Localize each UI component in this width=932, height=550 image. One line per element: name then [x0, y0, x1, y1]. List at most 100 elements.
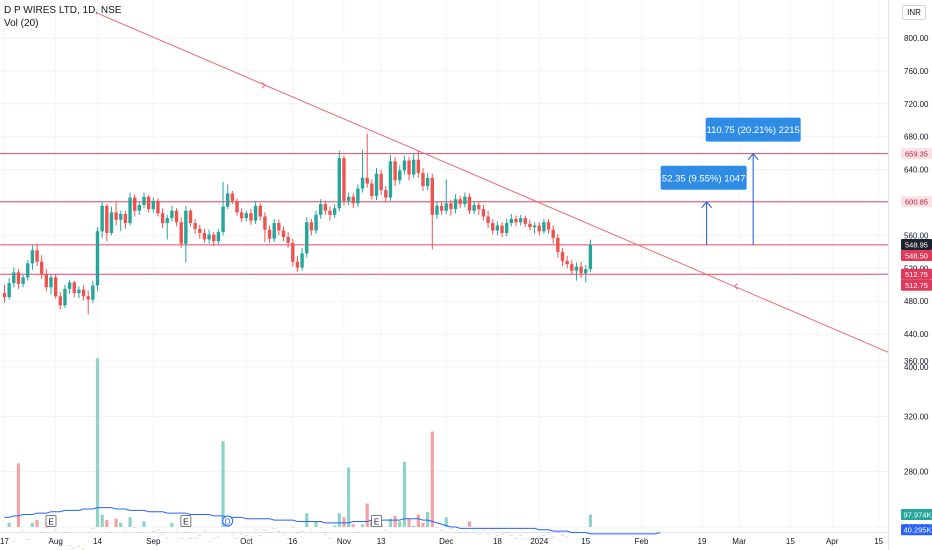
- candle-body: [509, 218, 514, 224]
- currency-button[interactable]: INR: [902, 5, 926, 20]
- candle-body: [100, 205, 104, 232]
- volume-bar: [542, 535, 546, 536]
- candle-body: [114, 212, 118, 220]
- candle-body: [165, 218, 169, 224]
- candle-body: [193, 223, 197, 229]
- volume-bar: [235, 538, 239, 539]
- time-tick-label: Feb: [635, 537, 649, 546]
- candle-body: [579, 266, 583, 274]
- volume-bar: [170, 522, 174, 527]
- time-tick-label: Sep: [146, 537, 161, 546]
- level-badge-label: 659.35: [905, 149, 928, 158]
- volume-bar: [323, 533, 327, 535]
- candle-body: [67, 282, 72, 289]
- candle-body: [528, 223, 532, 228]
- projection-arrow-head: [747, 152, 759, 161]
- candle-body: [444, 203, 448, 211]
- candle-body: [188, 210, 193, 224]
- candle-body: [184, 210, 188, 244]
- price-tick-label: 400.00: [904, 363, 929, 372]
- volume-bar: [179, 538, 183, 539]
- candle-body: [337, 158, 341, 209]
- candle-body: [449, 203, 453, 210]
- candle-body: [495, 225, 500, 231]
- candle-body: [365, 177, 369, 184]
- volume-bar: [435, 527, 439, 528]
- volume-bar: [249, 539, 253, 540]
- candle-body: [453, 199, 458, 210]
- candle-body: [514, 218, 518, 223]
- volume-bar: [272, 528, 276, 529]
- price-tick-label: 640.00: [904, 166, 929, 175]
- candle-body: [86, 296, 90, 300]
- candle-body: [435, 205, 439, 215]
- candle-body: [370, 183, 374, 196]
- volume-bar: [319, 527, 323, 528]
- trend-line: [97, 12, 889, 353]
- candle-body: [486, 216, 490, 224]
- symbol-title[interactable]: D P WIRES LTD, 1D, NSE: [4, 5, 122, 16]
- candle-body: [291, 242, 295, 262]
- candle-body: [295, 261, 300, 268]
- candle-body: [537, 225, 541, 232]
- volume-bar: [426, 511, 430, 527]
- volume-bar: [35, 520, 39, 527]
- volume-indicator-label[interactable]: Vol (20): [4, 18, 39, 29]
- candle-body: [412, 159, 416, 175]
- volume-bar: [100, 514, 104, 527]
- candle-body: [7, 283, 11, 298]
- volume-bar: [402, 461, 406, 527]
- candle-body: [258, 205, 262, 217]
- candle-body: [560, 251, 565, 261]
- volume-bar: [91, 528, 95, 529]
- candle-body: [179, 222, 183, 244]
- volume-bar: [207, 540, 211, 542]
- candle-body: [398, 170, 402, 181]
- volume-bar: [137, 532, 141, 534]
- volume-bar: [509, 535, 513, 536]
- price-badge-label: 548.95: [905, 240, 928, 249]
- candle-body: [77, 289, 81, 293]
- candle-body: [105, 205, 109, 233]
- candle-body: [170, 210, 174, 219]
- volume-bar: [216, 536, 220, 538]
- candle-body: [216, 232, 221, 242]
- candle-body: [30, 250, 35, 264]
- candle-body: [267, 229, 272, 239]
- volume-bar: [495, 535, 499, 536]
- volume-bar: [556, 532, 560, 534]
- time-tick-label: 15: [786, 537, 795, 546]
- candle-body: [235, 200, 239, 213]
- time-tick-label: 14: [93, 537, 102, 546]
- candle-body: [300, 253, 304, 268]
- candle-body: [91, 285, 95, 300]
- candle-body: [277, 223, 281, 231]
- candle-body: [556, 237, 560, 252]
- volume-bar: [505, 532, 509, 534]
- time-tick-label: Nov: [337, 537, 351, 546]
- earnings-marker: [180, 515, 192, 527]
- volume-bar: [412, 525, 416, 527]
- volume-bar: [240, 533, 244, 535]
- candle-body: [305, 222, 309, 254]
- candle-body: [477, 204, 481, 210]
- volume-bar: [119, 522, 123, 527]
- candle-body: [272, 223, 276, 239]
- candle-body: [374, 173, 379, 196]
- price-badge: [901, 268, 932, 280]
- projection-label: 52.35 (9.55%) 1047: [662, 173, 745, 184]
- level-badge: [901, 196, 932, 208]
- volume-bar: [198, 535, 202, 536]
- candle-body: [263, 216, 267, 230]
- projection-label-box: [705, 117, 801, 142]
- time-tick-label: Apr: [826, 537, 839, 546]
- price-badge: [901, 238, 932, 250]
- projection-label: 110.75 (20.21%) 2215: [706, 125, 799, 136]
- price-badge-label: 512.75: [905, 281, 928, 290]
- volume-bar: [156, 529, 160, 531]
- volume-bar: [309, 529, 313, 531]
- volume-bar: [291, 527, 295, 528]
- volume-bar: [533, 538, 537, 539]
- volume-bar: [267, 532, 272, 534]
